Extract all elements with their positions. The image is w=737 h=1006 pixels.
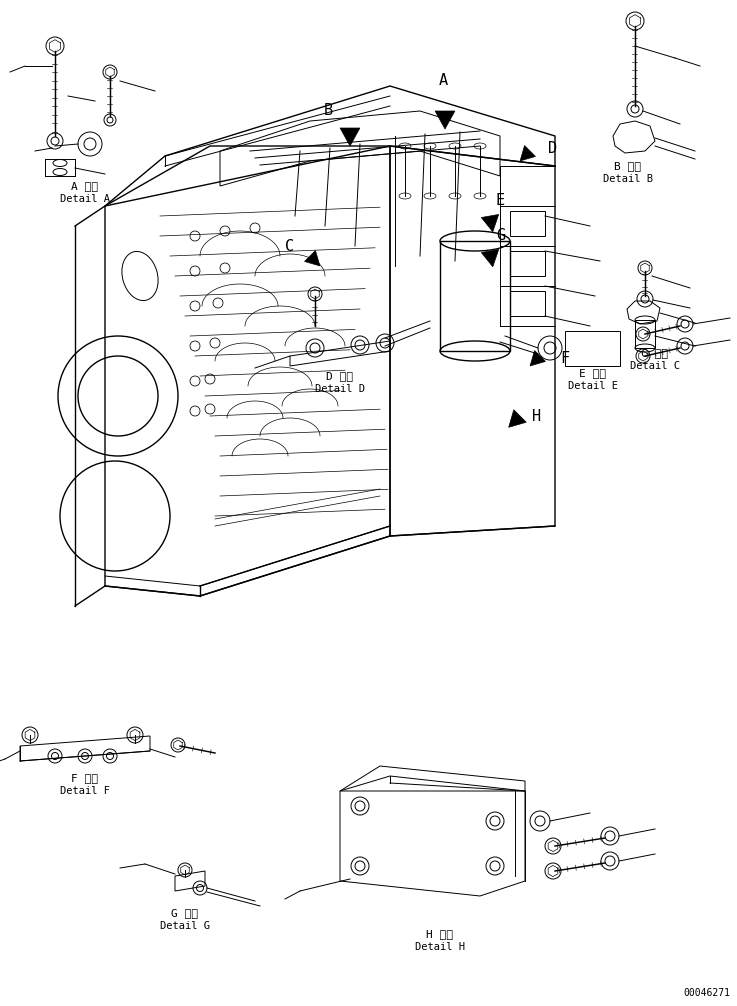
Bar <box>510 291 545 316</box>
Text: B: B <box>324 103 332 118</box>
Bar <box>510 211 545 236</box>
Polygon shape <box>435 111 455 129</box>
Text: C 詳細: C 詳細 <box>641 348 668 358</box>
Text: Detail E: Detail E <box>568 381 618 391</box>
Text: 00046271: 00046271 <box>683 988 730 998</box>
Text: Detail B: Detail B <box>603 174 653 184</box>
Text: F 詳細: F 詳細 <box>71 773 99 783</box>
Text: D 詳細: D 詳細 <box>326 371 354 381</box>
Polygon shape <box>304 250 320 266</box>
Text: Detail G: Detail G <box>160 921 210 931</box>
Text: E 詳細: E 詳細 <box>579 368 607 378</box>
Text: B 詳細: B 詳細 <box>615 161 641 171</box>
Text: Detail H: Detail H <box>415 942 465 952</box>
Text: Detail A: Detail A <box>60 194 110 204</box>
Text: Detail D: Detail D <box>315 384 365 394</box>
Polygon shape <box>520 146 536 161</box>
Polygon shape <box>481 214 499 231</box>
Bar <box>510 252 545 276</box>
Polygon shape <box>481 249 499 267</box>
Text: D: D <box>548 141 557 156</box>
Polygon shape <box>530 350 545 366</box>
Text: Detail C: Detail C <box>630 361 680 371</box>
Bar <box>565 331 620 366</box>
Text: Detail F: Detail F <box>60 786 110 796</box>
Text: H: H <box>532 408 541 424</box>
Bar <box>635 320 655 348</box>
Polygon shape <box>340 128 360 146</box>
Text: G: G <box>496 227 505 242</box>
Text: A: A <box>439 73 447 88</box>
Text: H 詳細: H 詳細 <box>427 929 453 939</box>
Text: C: C <box>285 238 295 254</box>
Polygon shape <box>509 409 526 428</box>
Text: F: F <box>560 350 569 365</box>
Text: E: E <box>496 192 505 207</box>
Text: G 詳細: G 詳細 <box>172 908 198 918</box>
Text: A 詳細: A 詳細 <box>71 181 99 191</box>
Bar <box>440 241 510 351</box>
